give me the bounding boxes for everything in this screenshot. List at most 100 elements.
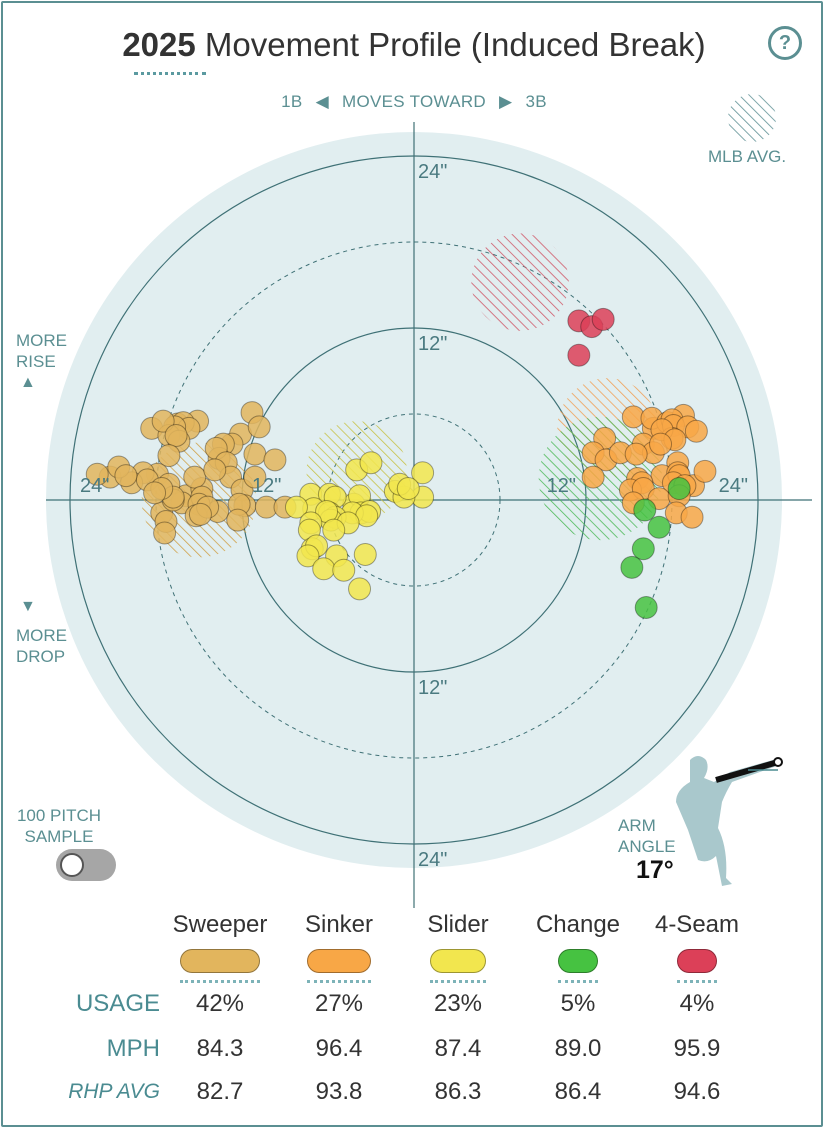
pitch-point-sweeper[interactable] xyxy=(243,465,267,489)
pitch-point-sweeper[interactable] xyxy=(153,521,177,545)
pitcher-silhouette-icon xyxy=(676,756,783,886)
mph-value-change: 89.0 xyxy=(554,1035,602,1062)
pitch-point-slider[interactable] xyxy=(359,451,383,475)
pitch-point-sinker[interactable] xyxy=(624,442,648,466)
pitch-point-sweeper[interactable] xyxy=(243,442,267,466)
pitch-point-slider[interactable] xyxy=(348,577,372,601)
pitch-point-change[interactable] xyxy=(620,555,644,579)
legend-dots-sweeper xyxy=(180,980,260,983)
mlb-avg-label: MLB AVG. xyxy=(708,147,787,166)
x-ring-label: 12" xyxy=(547,475,576,497)
pitch-point-sweeper[interactable] xyxy=(203,458,227,482)
pitch-point-sinker[interactable] xyxy=(649,432,673,456)
pitch-point-slider[interactable] xyxy=(284,495,308,519)
mlb-avg-4-seam xyxy=(471,233,569,331)
more-rise-line2: RISE xyxy=(16,352,56,371)
pitch-point-change[interactable] xyxy=(647,515,671,539)
pitch-point-slider[interactable] xyxy=(332,558,356,582)
pitch-point-sweeper[interactable] xyxy=(183,465,207,489)
pitch-point-4-seam[interactable] xyxy=(591,307,615,331)
year-dropdown-indicator[interactable] xyxy=(134,72,206,75)
pitch-point-sweeper[interactable] xyxy=(263,448,287,472)
direction-right-label: 3B xyxy=(525,92,547,111)
pitch-point-sweeper[interactable] xyxy=(226,508,250,532)
legend-swatch-sinker[interactable] xyxy=(307,949,371,973)
rhp-avg-value-4-seam: 94.6 xyxy=(673,1078,721,1105)
pitch-point-sweeper[interactable] xyxy=(151,409,175,433)
legend-name-sinker[interactable]: Sinker xyxy=(304,911,374,938)
usage-value-slider: 23% xyxy=(433,990,483,1017)
pitch-point-slider[interactable] xyxy=(353,542,377,566)
pitch-point-sweeper[interactable] xyxy=(143,481,167,505)
usage-value-sweeper: 42% xyxy=(195,990,245,1017)
pitch-point-change[interactable] xyxy=(634,596,658,619)
mph-value-slider: 87.4 xyxy=(434,1035,482,1062)
y-ring-label: 24" xyxy=(418,161,447,183)
mph-value-4-seam: 95.9 xyxy=(673,1035,721,1062)
sample-label-line2: SAMPLE xyxy=(24,827,94,846)
pitch-point-sinker[interactable] xyxy=(684,419,708,443)
pitch-point-slider[interactable] xyxy=(322,518,346,542)
pitch-point-sweeper[interactable] xyxy=(164,424,188,447)
legend-swatch-sweeper[interactable] xyxy=(180,949,260,973)
title-text: Movement Profile (Induced Break) xyxy=(204,26,706,63)
pitch-point-slider[interactable] xyxy=(312,557,336,581)
usage-value-change: 5% xyxy=(560,990,596,1017)
mph-value-sinker: 96.4 xyxy=(315,1035,363,1062)
legend-swatch-slider[interactable] xyxy=(430,949,486,973)
usage-value-sinker: 27% xyxy=(314,990,364,1017)
x-ring-label: 12" xyxy=(252,475,281,497)
hatched-circle-icon xyxy=(728,94,776,142)
pitch-point-change[interactable] xyxy=(631,537,655,561)
pitch-point-sweeper[interactable] xyxy=(85,462,109,486)
arm-angle-line1: ARM xyxy=(618,816,656,835)
pitch-point-slider[interactable] xyxy=(411,461,435,485)
sample-label-line1: 100 PITCH xyxy=(16,806,102,825)
pitch-point-sweeper[interactable] xyxy=(157,444,181,468)
pitch-point-sweeper[interactable] xyxy=(188,502,212,526)
triangle-down-icon: ▼ xyxy=(20,598,36,615)
toggle-knob[interactable] xyxy=(60,853,84,877)
arm-angle-label: ARM ANGLE xyxy=(618,815,676,857)
y-ring-label: 12" xyxy=(418,677,447,699)
direction-header: 1B ◀ MOVES TOWARD ▶ 3B xyxy=(0,92,828,112)
pitch-point-sweeper[interactable] xyxy=(247,415,271,439)
pitch-point-slider[interactable] xyxy=(296,544,320,568)
legend-swatch-4-seam[interactable] xyxy=(677,949,717,973)
usage-value-4-seam: 4% xyxy=(679,990,715,1017)
chart-title: 2025 Movement Profile (Induced Break) xyxy=(0,26,828,64)
triangle-up-icon: ▲ xyxy=(20,374,36,391)
rhp-avg-row-label: RHP AVG xyxy=(68,1080,160,1103)
legend-name-4-seam[interactable]: 4-Seam xyxy=(654,911,740,938)
triangle-left-icon: ◀ xyxy=(315,92,329,111)
question-icon[interactable]: ? xyxy=(768,26,802,60)
legend-dots-slider xyxy=(430,980,486,983)
title-year[interactable]: 2025 xyxy=(122,26,196,63)
more-rise-label: MORE RISE ▲ xyxy=(16,330,67,393)
y-ring-label: 12" xyxy=(418,333,447,355)
pitch-sample-label: 100 PITCH SAMPLE xyxy=(14,805,104,847)
pitch-point-sweeper[interactable] xyxy=(114,464,138,488)
legend-name-change[interactable]: Change xyxy=(535,911,621,938)
more-drop-line2: DROP xyxy=(16,647,66,666)
pitch-point-4-seam[interactable] xyxy=(567,343,591,367)
pitch-point-sinker[interactable] xyxy=(693,459,717,483)
legend-dots-change xyxy=(558,980,598,983)
legend-dots-4-seam xyxy=(677,980,717,983)
legend-dots-sinker xyxy=(307,980,371,983)
y-ring-label: 24" xyxy=(418,849,447,871)
pitch-point-slider[interactable] xyxy=(396,477,420,501)
legend-swatch-change[interactable] xyxy=(558,949,598,973)
sample-toggle[interactable] xyxy=(56,849,116,881)
arm-angle-line2: ANGLE xyxy=(618,837,676,856)
arm-angle-value: 17° xyxy=(636,856,674,884)
triangle-right-icon: ▶ xyxy=(499,92,513,111)
legend-name-sweeper[interactable]: Sweeper xyxy=(172,911,268,938)
pitch-point-sinker[interactable] xyxy=(581,465,605,489)
rhp-avg-value-slider: 86.3 xyxy=(434,1078,482,1105)
legend-name-slider[interactable]: Slider xyxy=(427,911,489,938)
pitch-point-change[interactable] xyxy=(633,498,657,522)
pitch-point-sinker[interactable] xyxy=(680,505,704,529)
pitch-point-change[interactable] xyxy=(667,477,691,501)
